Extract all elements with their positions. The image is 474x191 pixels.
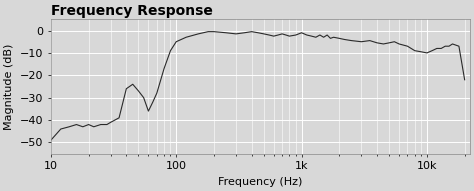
X-axis label: Frequency (Hz): Frequency (Hz): [218, 177, 302, 187]
Text: Frequency Response: Frequency Response: [51, 4, 213, 18]
Y-axis label: Magnitude (dB): Magnitude (dB): [4, 43, 14, 130]
